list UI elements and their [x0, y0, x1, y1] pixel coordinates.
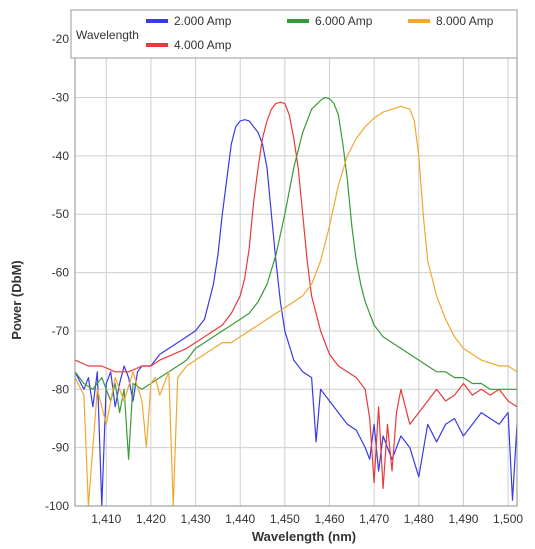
y-tick-label: -40 — [52, 149, 70, 163]
legend-swatch-2 — [146, 43, 168, 47]
y-tick-label: -90 — [52, 441, 70, 455]
grid — [75, 10, 517, 507]
y-axis-label: Power (DbM) — [9, 260, 24, 339]
legend: Wavelength 2.000 Amp 4.000 Amp 6.000 Amp 8.… — [70, 9, 518, 59]
series-line-4 — [74, 105, 518, 507]
legend-label-4: 8.000 Amp — [436, 14, 494, 28]
plot-area-frame — [74, 9, 518, 507]
y-tick-label: -20 — [52, 32, 70, 46]
y-tick-label: -30 — [52, 91, 70, 105]
series-line-1 — [74, 119, 518, 507]
x-axis-label: Wavelength (nm) — [252, 529, 356, 544]
legend-label-2: 4.000 Amp — [174, 38, 232, 52]
y-tick-label: -50 — [52, 207, 70, 221]
x-tick-label: 1,490 — [448, 512, 478, 526]
y-tick-label: -100 — [45, 499, 69, 513]
legend-label-3: 6.000 Amp — [315, 14, 373, 28]
x-tick-label: 1,450 — [270, 512, 300, 526]
legend-swatch-4 — [408, 19, 430, 23]
legend-box — [70, 9, 518, 59]
x-axis-ticks: 1,410 1,420 1,430 1,440 1,450 1,460 1,470 1,480… — [91, 512, 523, 526]
y-tick-label: -70 — [52, 324, 70, 338]
x-tick-label: 1,470 — [359, 512, 389, 526]
x-tick-label: 1,440 — [225, 512, 255, 526]
y-axis-ticks: -20 -30 -40 -50 -60 -70 -80 -90 -100 — [45, 32, 69, 513]
legend-label-1: 2.000 Amp — [174, 14, 232, 28]
series-lines — [74, 96, 518, 507]
legend-swatch-1 — [146, 19, 168, 23]
series-line-2 — [74, 101, 518, 490]
legend-title: Wavelength — [76, 28, 139, 42]
x-tick-label: 1,500 — [493, 512, 523, 526]
y-tick-label: -60 — [52, 266, 70, 280]
x-tick-label: 1,420 — [136, 512, 166, 526]
legend-swatch-3 — [287, 19, 309, 23]
x-tick-label: 1,480 — [404, 512, 434, 526]
x-tick-label: 1,460 — [314, 512, 344, 526]
x-tick-label: 1,410 — [91, 512, 121, 526]
x-tick-label: 1,430 — [181, 512, 211, 526]
y-tick-label: -80 — [52, 382, 70, 396]
